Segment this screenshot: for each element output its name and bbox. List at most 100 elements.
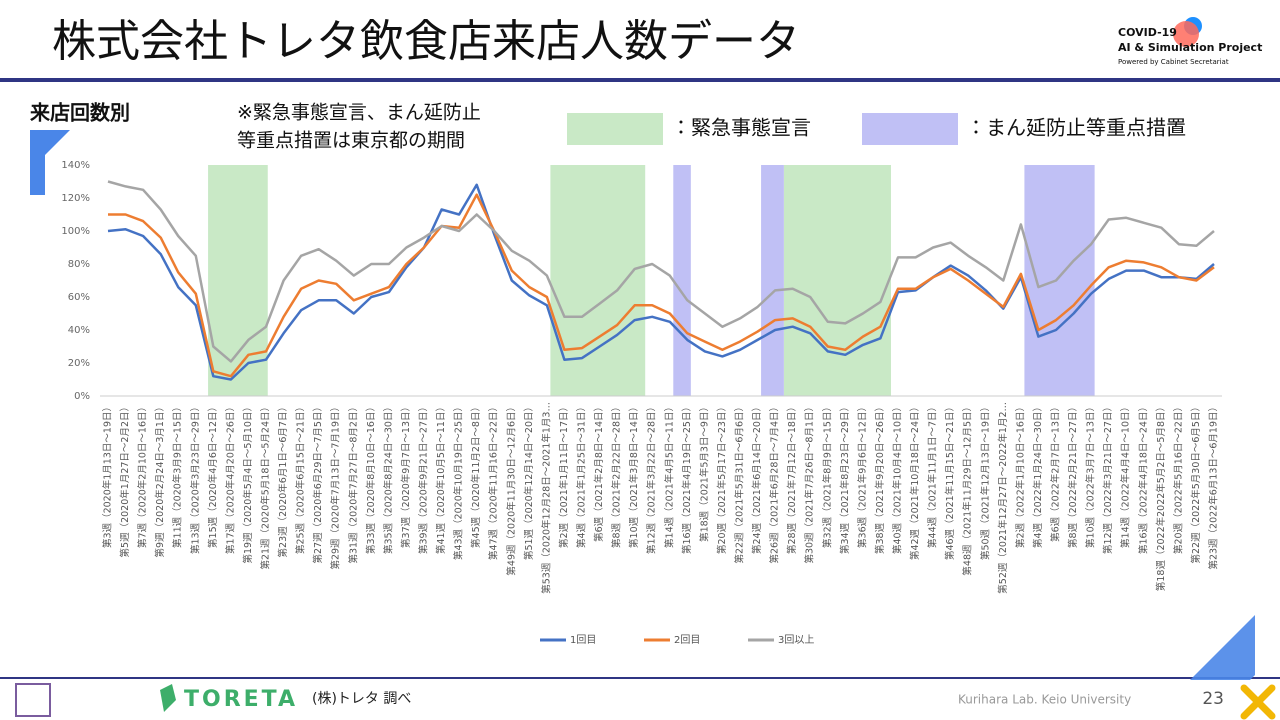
x-tick-label: 第7週（2020年2月10日～16日） bbox=[137, 402, 149, 548]
x-tick-label: 第10週（2022年3月7日～13日） bbox=[1085, 402, 1097, 548]
x-tick-label: 第26週（2021年6月28日～7月4日） bbox=[769, 402, 781, 564]
x-tick-label: 第33週（2020年8月10日～16日） bbox=[365, 402, 377, 554]
logo-text: COVID-19 bbox=[1118, 26, 1177, 39]
period-band bbox=[1024, 165, 1095, 396]
legend-label: 1回目 bbox=[570, 634, 596, 646]
x-tick-label: 第23週（2020年6月1日～6月7日） bbox=[277, 402, 289, 557]
x-tick-label: 第23週（2022年6月13日～6月19日） bbox=[1208, 402, 1220, 570]
x-tick-label: 第28週（2021年7月12日～18日） bbox=[786, 402, 798, 554]
x-tick-label: 第16週（2021年4月19日～25日） bbox=[681, 402, 693, 554]
x-tick-label: 第27週（2020年6月29日～7月5日） bbox=[312, 402, 324, 564]
series-line bbox=[107, 183, 1215, 381]
period-band bbox=[673, 165, 691, 396]
decor bbox=[30, 130, 70, 195]
x-tick-label: 第20週（2021年5月17日～23日） bbox=[716, 402, 728, 554]
series-line bbox=[108, 193, 1215, 378]
x-tick-label: 第47週（2020年11月16日～22日） bbox=[488, 402, 500, 560]
credit: Kurihara Lab. Keio University bbox=[958, 693, 1131, 707]
x-tick-label: 第20週（2022年5月16日～22日） bbox=[1172, 402, 1184, 554]
logo-text: Powered by Cabinet Secretariat bbox=[1118, 58, 1229, 66]
x-tick-label: 第42週（2021年10月18日～24日） bbox=[909, 402, 921, 560]
logo-dot bbox=[1173, 21, 1199, 47]
x-tick-label: 第11週（2020年3月9日～15日） bbox=[172, 402, 184, 548]
period-band bbox=[783, 165, 891, 396]
period-legend-label: ：緊急事態宣言 bbox=[671, 116, 811, 140]
y-tick-label: 60% bbox=[68, 292, 90, 303]
x-tick-label: 第12週（2022年3月21日～27日） bbox=[1102, 402, 1114, 554]
note: ※緊急事態宣言、まん延防止 bbox=[237, 102, 481, 124]
corner-logo bbox=[1240, 684, 1276, 720]
x-tick-label: 第12週（2021年3月22日～28日） bbox=[646, 402, 658, 554]
x-tick-label: 第6週（2021年2月8日～14日） bbox=[593, 402, 605, 542]
x-tick-label: 第40週（2021年10月4日～10日） bbox=[892, 402, 904, 554]
y-tick-label: 100% bbox=[61, 226, 90, 237]
y-tick-label: 80% bbox=[68, 259, 90, 270]
x-tick-label: 第38週（2021年9月20日～26日） bbox=[874, 402, 886, 554]
x-tick-label: 第51週（2020年12月14日～20日） bbox=[523, 402, 535, 560]
decor bbox=[1190, 615, 1255, 680]
y-tick-label: 20% bbox=[68, 358, 90, 369]
x-tick-label: 第21週（2020年5月18日～5月24日） bbox=[260, 402, 272, 570]
legend-label: 3回以上 bbox=[778, 634, 814, 646]
x-tick-label: 第18週（2022年2022年5月2日～5月8日） bbox=[1155, 402, 1167, 591]
x-tick-label: 第30週（2021年7月26日～8月1日） bbox=[804, 402, 816, 564]
x-tick-label: 第41週（2020年10月5日～11日） bbox=[435, 402, 447, 554]
x-tick-label: 第46週（2021年11月15日～21日） bbox=[944, 402, 956, 560]
y-tick-label: 40% bbox=[68, 325, 90, 336]
x-tick-label: 第19週（2020年5月4日～5月10日） bbox=[242, 402, 254, 564]
x-tick-label: 第3週（2020年1月13日～19日） bbox=[102, 402, 114, 548]
x-tick-label: 第2週（2022年1月10日～16日） bbox=[1014, 402, 1026, 548]
x-tick-label: 第2週（2021年1月11日～17日） bbox=[558, 402, 570, 548]
lab-logo bbox=[15, 683, 51, 717]
x-tick-label: 第8週（2022年2月21日～27日） bbox=[1067, 402, 1079, 548]
x-tick-label: 第52週（2021年12月27日～2022年1月2… bbox=[997, 402, 1009, 594]
x-tick-label: 第5週（2020年1月27日～2月2日） bbox=[119, 402, 131, 557]
x-tick-label: 第4週（2022年1月24日～30日） bbox=[1032, 402, 1044, 548]
chart: ：緊急事態宣言 ：まん延防止等重点措置 0% 20% 40% 60% 80% 100% 120%… bbox=[61, 113, 1222, 646]
x-tick-label: 第6週（2022年2月7日～13日） bbox=[1050, 402, 1062, 542]
x-tick-label: 第25週（2020年6月15日～21日） bbox=[295, 402, 307, 554]
x-tick-label: 第10週（2021年3月8日～14日） bbox=[628, 402, 640, 548]
x-tick-label: 第9週（2020年2月24日～3月1日） bbox=[154, 402, 166, 557]
x-tick-label: 第16週（2022年4月18日～24日） bbox=[1137, 402, 1149, 554]
period-legend-swatch bbox=[567, 113, 663, 145]
x-tick-label: 第49週（2020年11月30日～12月6日） bbox=[505, 402, 517, 576]
x-tick-label: 第24週（2021年6月14日～20日） bbox=[751, 402, 763, 554]
x-tick-label: 第29週（2020年7月13日～7月19日） bbox=[330, 402, 342, 570]
period-legend-swatch bbox=[862, 113, 958, 145]
x-tick-label: 第39週（2020年9月21日～27日） bbox=[418, 402, 430, 554]
section-label: 来店回数別 bbox=[29, 101, 130, 125]
x-tick-label: 第22週（2022年5月30日～6月5日） bbox=[1190, 402, 1202, 564]
note: 等重点措置は東京都の期間 bbox=[237, 130, 465, 152]
logo-text: AI & Simulation Project bbox=[1118, 41, 1262, 54]
x-tick-label: 第14週（2022年4月4日～10日） bbox=[1120, 402, 1132, 548]
brand: TORETA bbox=[184, 687, 298, 712]
x-tick-label: 第15週（2020年4月6日～12日） bbox=[207, 402, 219, 548]
y-tick-label: 140% bbox=[61, 160, 90, 171]
y-tick-label: 0% bbox=[74, 391, 90, 402]
series-line bbox=[107, 180, 1215, 363]
x-tick-label: 第35週（2020年8月24日～30日） bbox=[382, 402, 394, 554]
x-tick-label: 第14週（2021年4月5日～11日） bbox=[663, 402, 675, 548]
x-tick-label: 第43週（2020年10月19日～25日） bbox=[453, 402, 465, 560]
slide-title: 株式会社トレタ飲食店来店人数データ bbox=[52, 16, 800, 67]
period-band bbox=[208, 165, 268, 396]
x-tick-label: 第13週（2020年3月23日～29日） bbox=[189, 402, 201, 554]
period-band bbox=[761, 165, 784, 396]
x-tick-label: 第36週（2021年9月6日～12日） bbox=[856, 402, 868, 548]
period-legend-label: ：まん延防止等重点措置 bbox=[966, 116, 1186, 140]
x-tick-label: 第8週（2021年2月22日～28日） bbox=[611, 402, 623, 548]
x-tick-label: 第18週（2021年5月3日～9日） bbox=[698, 402, 710, 542]
y-tick-label: 120% bbox=[61, 193, 90, 204]
x-tick-label: 第53週（2020年12月28日～2021年1月3… bbox=[540, 402, 552, 594]
x-tick-label: 第34週（2021年8月23日～29日） bbox=[839, 402, 851, 554]
brand-icon bbox=[160, 684, 176, 712]
x-tick-label: 第48週（2021年11月29日～12月5日） bbox=[962, 402, 974, 576]
x-tick-label: 第32週（2021年8月9日～15日） bbox=[821, 402, 833, 548]
x-tick-label: 第37週（2020年9月7日～13日） bbox=[400, 402, 412, 548]
x-tick-label: 第50週（2021年12月13日～19日） bbox=[979, 402, 991, 560]
legend-label: 2回目 bbox=[674, 634, 700, 646]
source: (株)トレタ 調べ bbox=[312, 691, 411, 707]
x-tick-label: 第44週（2021年11月1日～7日） bbox=[927, 402, 939, 548]
